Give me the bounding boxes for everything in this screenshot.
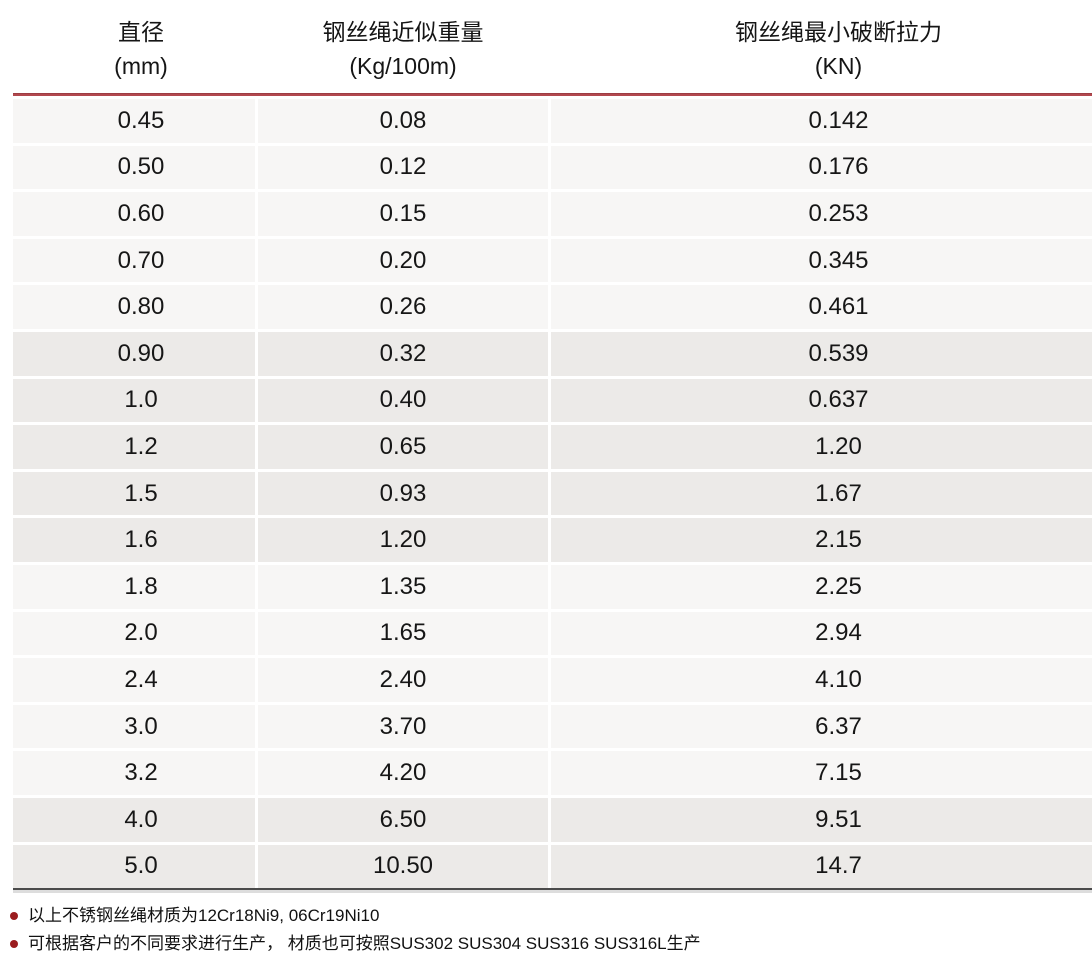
bullet-icon [10, 912, 18, 921]
cell-diameter-mm: 3.0 [13, 704, 255, 749]
table-row: 4.0 6.50 9.51 [13, 797, 1092, 842]
column-header-diameter: 直径 (mm) [13, 15, 255, 83]
cell-diameter-mm: 2.4 [13, 658, 255, 702]
cell-weight-kg-per-100m: 0.08 [258, 99, 548, 143]
cell-diameter-mm: 1.2 [13, 425, 255, 469]
table-row: 3.2 4.20 7.15 [13, 751, 1092, 795]
cell-diameter-mm: 1.6 [13, 518, 255, 562]
table-row: 0.60 0.15 0.253 [13, 192, 1092, 236]
cell-diameter-mm: 0.90 [13, 331, 255, 376]
cell-weight-kg-per-100m: 0.12 [258, 145, 548, 190]
table-row: 1.5 0.93 1.67 [13, 471, 1092, 516]
cell-min-breaking-force-kn: 0.345 [551, 238, 1092, 283]
cell-weight-kg-per-100m: 1.35 [258, 564, 548, 609]
cell-weight-kg-per-100m: 0.20 [258, 238, 548, 283]
cell-diameter-mm: 0.80 [13, 285, 255, 329]
bullet-icon [10, 940, 18, 949]
cell-min-breaking-force-kn: 4.10 [551, 658, 1092, 702]
cell-min-breaking-force-kn: 0.637 [551, 378, 1092, 423]
table-row: 3.0 3.70 6.37 [13, 704, 1092, 749]
cell-min-breaking-force-kn: 2.15 [551, 518, 1092, 562]
table-row: 0.70 0.20 0.345 [13, 238, 1092, 283]
table-row: 0.80 0.26 0.461 [13, 285, 1092, 329]
cell-min-breaking-force-kn: 0.176 [551, 145, 1092, 190]
cell-diameter-mm: 0.50 [13, 145, 255, 190]
cell-min-breaking-force-kn: 0.142 [551, 99, 1092, 143]
column-header-label: 钢丝绳近似重量 [322, 19, 484, 45]
cell-min-breaking-force-kn: 0.461 [551, 285, 1092, 329]
table-row: 2.0 1.65 2.94 [13, 611, 1092, 656]
cell-diameter-mm: 1.0 [13, 378, 255, 423]
cell-min-breaking-force-kn: 7.15 [551, 751, 1092, 795]
column-header-unit: (mm) [114, 53, 168, 79]
table-row: 2.4 2.40 4.10 [13, 658, 1092, 702]
table-row: 1.0 0.40 0.637 [13, 378, 1092, 423]
table-row: 0.50 0.12 0.176 [13, 145, 1092, 190]
cell-min-breaking-force-kn: 2.94 [551, 611, 1092, 656]
cell-weight-kg-per-100m: 0.40 [258, 378, 548, 423]
cell-min-breaking-force-kn: 1.67 [551, 471, 1092, 516]
cell-weight-kg-per-100m: 3.70 [258, 704, 548, 749]
cell-min-breaking-force-kn: 6.37 [551, 704, 1092, 749]
table-row: 1.6 1.20 2.15 [13, 518, 1092, 562]
cell-weight-kg-per-100m: 0.93 [258, 471, 548, 516]
cell-weight-kg-per-100m: 1.20 [258, 518, 548, 562]
header-divider-rule [13, 93, 1092, 96]
footnotes: 以上不锈钢丝绳材质为12Cr18Ni9, 06Cr19Ni10 可根据客户的不同… [10, 902, 1092, 958]
table-row: 0.45 0.08 0.142 [13, 99, 1092, 143]
cell-diameter-mm: 1.8 [13, 564, 255, 609]
column-header-label: 直径 [118, 19, 164, 45]
cell-min-breaking-force-kn: 14.7 [551, 844, 1092, 889]
table-header-row: 直径 (mm) 钢丝绳近似重量 (Kg/100m) 钢丝绳最小破断拉力 (KN) [13, 0, 1092, 93]
cell-min-breaking-force-kn: 9.51 [551, 797, 1092, 842]
cell-min-breaking-force-kn: 0.253 [551, 192, 1092, 236]
table-row: 1.8 1.35 2.25 [13, 564, 1092, 609]
cell-min-breaking-force-kn: 1.20 [551, 425, 1092, 469]
cell-weight-kg-per-100m: 6.50 [258, 797, 548, 842]
cell-diameter-mm: 0.60 [13, 192, 255, 236]
column-header-breaking-force: 钢丝绳最小破断拉力 (KN) [551, 15, 1092, 83]
cell-diameter-mm: 0.70 [13, 238, 255, 283]
cell-diameter-mm: 3.2 [13, 751, 255, 795]
cell-diameter-mm: 0.45 [13, 99, 255, 143]
table-row: 1.2 0.65 1.20 [13, 425, 1092, 469]
column-header-unit: (KN) [814, 53, 863, 79]
table-row: 0.90 0.32 0.539 [13, 331, 1092, 376]
column-header-unit: (Kg/100m) [349, 53, 457, 79]
footnote-text: 可根据客户的不同要求进行生产， 材质也可按照SUS302 SUS304 SUS3… [28, 934, 701, 954]
cell-weight-kg-per-100m: 10.50 [258, 844, 548, 889]
cell-min-breaking-force-kn: 0.539 [551, 331, 1092, 376]
cell-diameter-mm: 2.0 [13, 611, 255, 656]
cell-weight-kg-per-100m: 0.15 [258, 192, 548, 236]
cell-diameter-mm: 1.5 [13, 471, 255, 516]
cell-weight-kg-per-100m: 1.65 [258, 611, 548, 656]
footnote-custom-production: 可根据客户的不同要求进行生产， 材质也可按照SUS302 SUS304 SUS3… [10, 930, 1092, 958]
table-body: 0.45 0.08 0.142 0.50 0.12 0.176 0.60 0.15 0.253 0… [13, 96, 1092, 891]
table-row: 5.0 10.50 14.7 [13, 844, 1092, 889]
cell-weight-kg-per-100m: 0.26 [258, 285, 548, 329]
cell-weight-kg-per-100m: 2.40 [258, 658, 548, 702]
wire-rope-table: 直径 (mm) 钢丝绳近似重量 (Kg/100m) 钢丝绳最小破断拉力 (KN)… [13, 0, 1092, 891]
footnote-material: 以上不锈钢丝绳材质为12Cr18Ni9, 06Cr19Ni10 [10, 902, 1092, 930]
cell-weight-kg-per-100m: 0.32 [258, 331, 548, 376]
column-header-label: 钢丝绳最小破断拉力 [735, 19, 942, 45]
footnote-text: 以上不锈钢丝绳材质为12Cr18Ni9, 06Cr19Ni10 [28, 906, 380, 926]
cell-diameter-mm: 5.0 [13, 844, 255, 889]
cell-weight-kg-per-100m: 4.20 [258, 751, 548, 795]
cell-weight-kg-per-100m: 0.65 [258, 425, 548, 469]
column-header-weight: 钢丝绳近似重量 (Kg/100m) [258, 15, 548, 83]
cell-min-breaking-force-kn: 2.25 [551, 564, 1092, 609]
cell-diameter-mm: 4.0 [13, 797, 255, 842]
